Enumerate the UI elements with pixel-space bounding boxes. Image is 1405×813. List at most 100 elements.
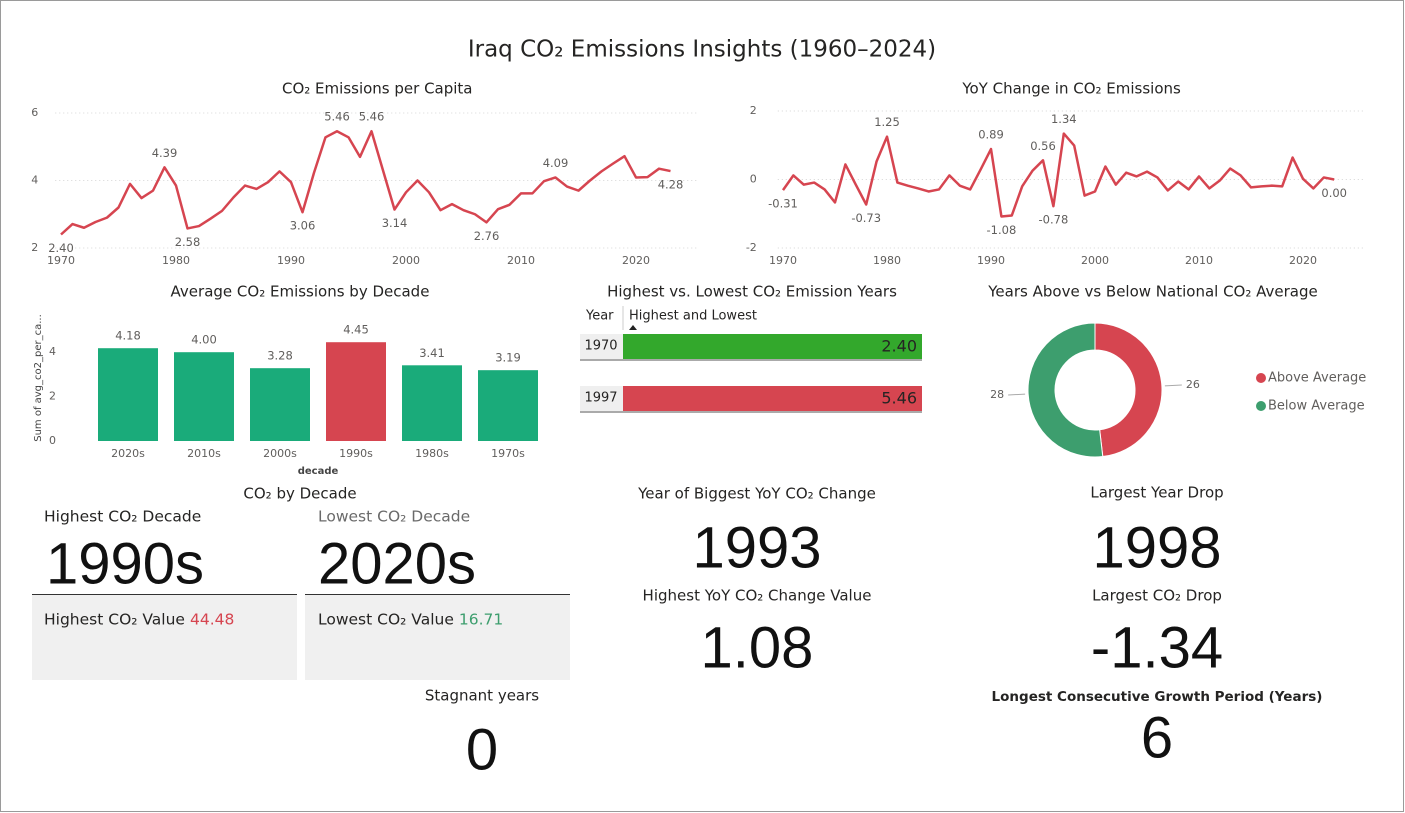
- data-label: 3.41: [419, 346, 445, 360]
- card-value: 1990s: [46, 531, 204, 596]
- data-label: 5.46: [324, 110, 350, 124]
- card-value: 0: [466, 717, 498, 782]
- y-axis-title: Sum of avg_co2_per_ca...: [33, 314, 44, 442]
- card-box: [305, 595, 570, 680]
- card-label: Highest CO₂ Value: [44, 611, 185, 629]
- card-label: Lowest CO₂ Value: [318, 611, 454, 629]
- data-label: 3.06: [290, 219, 316, 233]
- chart-title: CO₂ Emissions per Capita: [282, 80, 473, 98]
- card-label: Lowest CO₂ Decade: [318, 508, 470, 526]
- legend-label: Above Average: [1268, 371, 1366, 386]
- card-value: 44.48: [190, 611, 234, 629]
- data-label: -1.08: [987, 223, 1017, 237]
- y-tick-label: 2: [49, 390, 56, 403]
- data-label: 5.46: [359, 110, 385, 124]
- data-label: -0.78: [1039, 213, 1069, 227]
- data-label: 3.19: [495, 351, 521, 365]
- data-label: 4.28: [658, 178, 684, 192]
- card-label: Highest CO₂ Decade: [44, 508, 201, 526]
- card-value: 1998: [1092, 515, 1221, 580]
- row-bar: [623, 386, 922, 411]
- x-tick-label: 2000: [392, 254, 420, 267]
- data-label: 0.56: [1030, 139, 1056, 153]
- x-tick-label: 1970: [769, 254, 797, 267]
- x-axis-title: decade: [298, 466, 339, 477]
- legend-marker: [1256, 373, 1266, 383]
- data-label: 3.28: [267, 349, 293, 363]
- data-label: 4.18: [115, 329, 141, 343]
- donut-slice: [1027, 322, 1104, 458]
- leader-line: [1008, 393, 1026, 396]
- value-text: 5.46: [881, 389, 917, 408]
- x-tick-label: 1990: [277, 254, 305, 267]
- year-cell: [580, 386, 623, 411]
- card-value: 6: [1141, 705, 1173, 770]
- card-label: Longest Consecutive Growth Period (Years…: [992, 689, 1323, 705]
- chart-title: Years Above vs Below National CO₂ Averag…: [987, 283, 1317, 301]
- y-tick-label: 4: [31, 174, 38, 187]
- x-tick-label: 1980s: [415, 447, 449, 460]
- card-box: [32, 595, 297, 680]
- card-label: Highest YoY CO₂ Change Value: [643, 587, 872, 605]
- section-title: CO₂ by Decade: [243, 485, 356, 503]
- dashboard-title: Iraq CO₂ Emissions Insights (1960–2024): [468, 37, 936, 63]
- bar: [98, 348, 158, 441]
- data-label: 1.34: [1051, 112, 1077, 126]
- table-title: Highest vs. Lowest CO₂ Emission Years: [607, 283, 897, 301]
- x-tick-label: 1980: [873, 254, 901, 267]
- card-value: -1.34: [1091, 615, 1223, 680]
- x-tick-label: 1970s: [491, 447, 525, 460]
- sort-indicator: [629, 325, 637, 330]
- bar: [174, 352, 234, 441]
- bar: [326, 342, 386, 441]
- data-label: 3.14: [382, 216, 408, 230]
- year-cell: [580, 334, 623, 359]
- legend-marker: [1256, 401, 1266, 411]
- x-tick-label: 2010: [1185, 254, 1213, 267]
- y-tick-label: -2: [746, 241, 757, 254]
- data-label: 4.00: [191, 333, 217, 347]
- row-bar: [623, 334, 922, 359]
- data-label: 2.76: [474, 229, 500, 243]
- data-label: 0.89: [978, 128, 1004, 142]
- x-tick-label: 1970: [47, 254, 75, 267]
- card-label: Year of Biggest YoY CO₂ Change: [637, 485, 876, 503]
- card-value: 16.71: [459, 611, 503, 629]
- data-label: 2.58: [175, 235, 201, 249]
- x-tick-label: 2010s: [187, 447, 221, 460]
- data-label: 0.00: [1321, 186, 1347, 200]
- data-label: 4.45: [343, 323, 369, 337]
- bar: [250, 368, 310, 441]
- y-tick-label: 0: [750, 173, 757, 186]
- y-tick-label: 0: [49, 434, 56, 447]
- y-tick-label: 6: [31, 106, 38, 119]
- data-label: 2.40: [48, 241, 74, 255]
- chart-title: YoY Change in CO₂ Emissions: [961, 80, 1181, 98]
- card-value: 1.08: [701, 615, 814, 680]
- line: [60, 129, 671, 236]
- year-text: 1970: [584, 339, 617, 354]
- y-tick-label: 2: [31, 241, 38, 254]
- card-label: Stagnant years: [425, 687, 539, 705]
- legend-label: Below Average: [1268, 399, 1365, 414]
- data-label: -0.31: [768, 197, 798, 211]
- donut-slice: [1094, 322, 1163, 458]
- x-tick-label: 2020: [622, 254, 650, 267]
- x-tick-label: 2020s: [111, 447, 145, 460]
- column-header: Year: [585, 309, 614, 324]
- chart-title: Average CO₂ Emissions by Decade: [171, 283, 430, 301]
- slice-label: 26: [1186, 378, 1200, 391]
- x-tick-label: 2000s: [263, 447, 297, 460]
- data-label: 4.39: [152, 146, 178, 160]
- x-tick-label: 2020: [1289, 254, 1317, 267]
- x-tick-label: 1990: [977, 254, 1005, 267]
- column-header: Highest and Lowest: [629, 309, 757, 324]
- x-tick-label: 2000: [1081, 254, 1109, 267]
- value-text: 2.40: [881, 337, 917, 356]
- data-label: 1.25: [874, 115, 900, 129]
- x-tick-label: 1980: [162, 254, 190, 267]
- card-value: 2020s: [318, 531, 476, 596]
- slice-label: 28: [990, 388, 1004, 401]
- card-label: Largest Year Drop: [1090, 484, 1223, 502]
